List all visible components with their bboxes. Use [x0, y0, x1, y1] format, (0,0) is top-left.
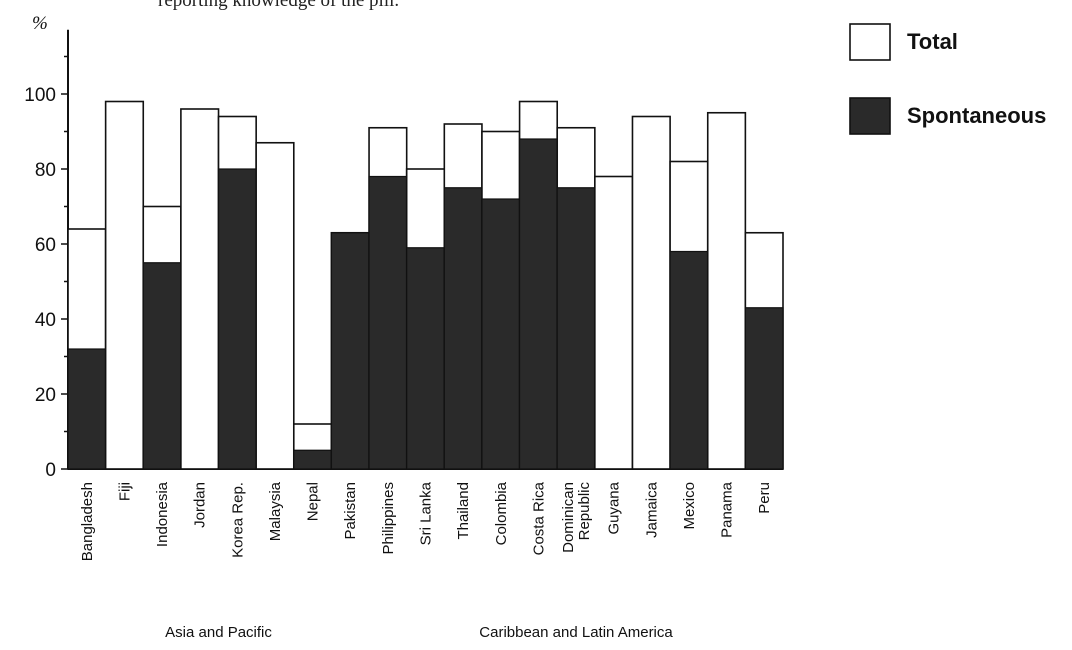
bar-total: [255, 141, 295, 470]
x-tick-label: Guyana: [606, 481, 623, 534]
y-tick-label: 0: [45, 460, 56, 481]
bar-spontaneous: [217, 168, 257, 470]
legend-label: Total: [907, 29, 958, 54]
x-tick-label: Pakistan: [342, 482, 359, 540]
y-tick-label: 80: [35, 160, 56, 181]
legend-swatch: [849, 23, 891, 61]
category-labels: Bangladesh Fiji Indonesia Jordan Korea Rep. M…: [79, 481, 773, 561]
bar-total: [104, 100, 145, 470]
x-tick-label: Republic: [576, 482, 593, 541]
legend: Total Spontaneous: [849, 23, 1046, 135]
x-tick-label: Malaysia: [267, 481, 284, 541]
x-tick-label: Costa Rica: [530, 481, 547, 555]
y-tick-label: 20: [35, 385, 56, 406]
bar-spontaneous: [669, 250, 709, 470]
bar-spontaneous: [142, 262, 182, 470]
bar-spontaneous: [368, 175, 408, 470]
x-tick-label: Fiji: [116, 482, 133, 501]
bar-total: [594, 175, 634, 470]
bar-spontaneous: [556, 187, 596, 470]
group-label: Caribbean and Latin America: [479, 624, 673, 641]
bar-spontaneous: [518, 138, 558, 470]
x-tick-label: Thailand: [455, 482, 472, 540]
bars: [67, 100, 784, 470]
bar-spontaneous: [67, 348, 107, 470]
bar-spontaneous: [443, 187, 483, 470]
bar-spontaneous: [293, 449, 333, 470]
x-tick-label: Sri Lanka: [418, 481, 435, 545]
x-tick-label: Jamaica: [643, 481, 660, 538]
x-tick-label: Philippines: [380, 482, 397, 555]
bar-total: [706, 111, 747, 470]
region-group-labels: Asia and Pacific Caribbean and Latin Amer…: [165, 624, 673, 641]
y-axis-unit: %: [32, 13, 48, 34]
y-tick-label: 40: [35, 310, 56, 331]
bar-spontaneous: [744, 307, 784, 470]
legend-swatch: [849, 97, 891, 135]
bar-spontaneous: [481, 198, 521, 470]
bar-spontaneous: [406, 247, 445, 470]
bar-total: [180, 108, 220, 470]
x-tick-label: Bangladesh: [79, 482, 96, 561]
y-tick-label: 60: [35, 235, 56, 256]
x-tick-label: Nepal: [305, 482, 322, 521]
x-tick-label: Indonesia: [154, 481, 171, 547]
legend-label: Spontaneous: [907, 103, 1046, 128]
x-tick-label: Colombia: [493, 481, 510, 545]
group-label: Asia and Pacific: [165, 624, 272, 641]
y-tick-label: 100: [24, 85, 56, 106]
x-tick-label: Panama: [719, 481, 736, 538]
bar-spontaneous: [330, 232, 370, 470]
x-tick-label: Dominican: [560, 482, 577, 553]
x-tick-label: Mexico: [681, 482, 698, 530]
bar-total: [631, 115, 671, 470]
x-tick-label: Jordan: [192, 482, 209, 528]
x-tick-label: Korea Rep.: [229, 482, 246, 558]
x-tick-label: Peru: [756, 482, 773, 514]
chart-caption: reporting knowledge of the pill.: [158, 0, 399, 11]
